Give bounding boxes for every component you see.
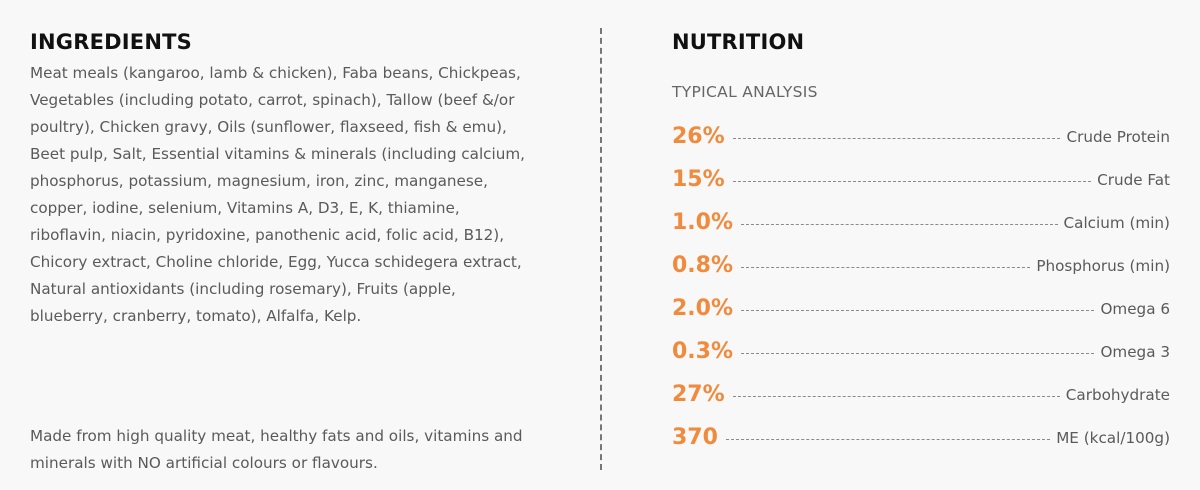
nutrition-row-carbohydrate: 27% Carbohydrate <box>672 373 1170 416</box>
nutrition-label: Calcium (min) <box>1063 213 1170 232</box>
nutrition-row-crude-fat: 15% Crude Fat <box>672 158 1170 201</box>
dotted-leader <box>741 353 1095 354</box>
dotted-leader <box>732 396 1060 397</box>
dotted-leader <box>741 267 1031 268</box>
dotted-leader <box>732 181 1092 182</box>
dotted-leader <box>725 439 1051 440</box>
nutrition-row-crude-protein: 26% Crude Protein <box>672 115 1170 158</box>
nutrition-row-omega-3: 0.3% Omega 3 <box>672 330 1170 373</box>
ingredients-list-text: Meat meals (kangaroo, lamb & chicken), F… <box>30 64 525 325</box>
dotted-leader <box>732 138 1061 139</box>
dotted-leader <box>741 310 1095 311</box>
nutrition-label: ME (kcal/100g) <box>1056 428 1170 447</box>
nutrition-list: 26% Crude Protein 15% Crude Fat 1.0% Cal… <box>672 115 1170 459</box>
nutrition-row-calcium: 1.0% Calcium (min) <box>672 201 1170 244</box>
ingredients-heading: INGREDIENTS <box>30 30 192 54</box>
nutrition-value: 1.0% <box>672 209 734 235</box>
column-divider <box>600 28 602 470</box>
nutrition-label: Omega 6 <box>1100 299 1170 318</box>
nutrition-label: Omega 3 <box>1100 342 1170 361</box>
nutrition-value: 0.3% <box>672 338 734 364</box>
nutrition-value: 2.0% <box>672 295 734 321</box>
made-from-note: Made from high quality meat, healthy fat… <box>30 427 523 472</box>
ingredients-section: INGREDIENTS Meat meals (kangaroo, lamb &… <box>30 30 530 330</box>
nutrition-row-phosphorus: 0.8% Phosphorus (min) <box>672 244 1170 287</box>
nutrition-value: 0.8% <box>672 252 734 278</box>
nutrition-label: Crude Fat <box>1097 170 1170 189</box>
nutrition-row-omega-6: 2.0% Omega 6 <box>672 287 1170 330</box>
typical-analysis-subheading: TYPICAL ANALYSIS <box>672 83 818 101</box>
nutrition-value: 26% <box>672 123 725 149</box>
nutrition-row-metabolisable-energy: 370 ME (kcal/100g) <box>672 416 1170 459</box>
nutrition-value: 27% <box>672 381 725 407</box>
nutrition-label: Carbohydrate <box>1065 385 1170 404</box>
nutrition-section: NUTRITION TYPICAL ANALYSIS 26% Crude Pro… <box>672 30 1170 459</box>
nutrition-value: 15% <box>672 166 725 192</box>
nutrition-label: Crude Protein <box>1066 127 1170 146</box>
dotted-leader <box>741 224 1058 225</box>
nutrition-label: Phosphorus (min) <box>1036 256 1170 275</box>
nutrition-value: 370 <box>672 424 718 450</box>
nutrition-heading: NUTRITION <box>672 30 805 54</box>
